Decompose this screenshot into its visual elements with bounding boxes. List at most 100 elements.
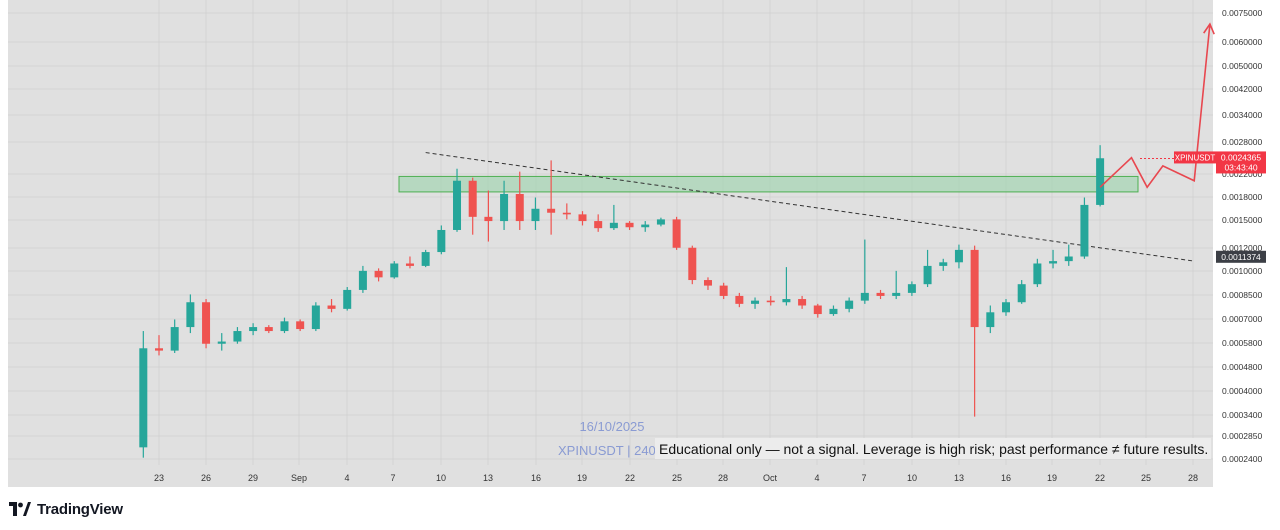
candle bbox=[954, 244, 963, 269]
x-tick-label: 10 bbox=[436, 473, 446, 483]
candle bbox=[390, 261, 399, 279]
x-tick-label: 7 bbox=[861, 473, 866, 483]
candle bbox=[845, 297, 854, 313]
candle-body bbox=[703, 280, 712, 286]
candle-body bbox=[390, 263, 399, 278]
candle bbox=[233, 327, 242, 344]
candle-body bbox=[939, 262, 948, 266]
candle-body bbox=[813, 305, 822, 315]
candle bbox=[907, 281, 916, 296]
tradingview-logo-icon bbox=[9, 502, 31, 516]
candle bbox=[986, 305, 995, 334]
candle bbox=[374, 268, 383, 282]
y-tick-label: 0.0034000 bbox=[1222, 110, 1262, 120]
x-tick-label: 28 bbox=[718, 473, 728, 483]
candle bbox=[939, 258, 948, 271]
candle-body bbox=[798, 299, 807, 306]
candle-body bbox=[437, 229, 446, 253]
x-tick-label: 26 bbox=[201, 473, 211, 483]
y-tick-label: 0.0075000 bbox=[1222, 8, 1262, 18]
candle-body bbox=[202, 302, 211, 344]
candle-body bbox=[923, 265, 932, 285]
candle bbox=[515, 171, 524, 230]
candle bbox=[688, 245, 697, 285]
plot-area[interactable] bbox=[8, 0, 1213, 487]
candle bbox=[531, 197, 540, 230]
candle bbox=[327, 299, 336, 313]
candle bbox=[280, 317, 289, 334]
candle-body bbox=[954, 249, 963, 263]
y-tick-label: 0.0010000 bbox=[1222, 266, 1262, 276]
candle-body bbox=[531, 208, 540, 222]
y-tick-label: 0.0015000 bbox=[1222, 215, 1262, 225]
candle bbox=[594, 214, 603, 232]
y-tick-label: 0.0003400 bbox=[1222, 410, 1262, 420]
candle bbox=[672, 216, 681, 250]
candle bbox=[798, 295, 807, 309]
candle bbox=[829, 305, 838, 316]
candle bbox=[500, 180, 509, 230]
y-tick-label: 0.0060000 bbox=[1222, 37, 1262, 47]
projection-arrowhead bbox=[1203, 22, 1215, 35]
symbol-tag[interactable] bbox=[1174, 151, 1216, 164]
resistance-zone[interactable] bbox=[398, 175, 1139, 193]
candle-body bbox=[562, 212, 571, 215]
candle-body bbox=[296, 321, 305, 330]
price-scale[interactable] bbox=[1213, 0, 1280, 487]
candle bbox=[860, 239, 869, 304]
candle bbox=[766, 295, 775, 306]
candle bbox=[1064, 244, 1073, 266]
candle-body bbox=[986, 312, 995, 328]
tradingview-branding[interactable]: TradingView bbox=[9, 499, 123, 519]
candle-body bbox=[625, 222, 634, 228]
candle bbox=[562, 203, 571, 220]
x-tick-label: Sep bbox=[291, 473, 307, 483]
y-axis: 0.0075000 0.0060000 0.0050000 0.0042000 0.00… bbox=[1222, 8, 1262, 464]
candle bbox=[155, 335, 163, 356]
candle bbox=[876, 289, 885, 300]
grid-lines bbox=[8, 0, 1213, 465]
candle bbox=[782, 267, 791, 306]
candle-body bbox=[280, 321, 289, 332]
x-tick-label: 25 bbox=[672, 473, 682, 483]
candle-body bbox=[421, 252, 430, 266]
candle bbox=[923, 249, 932, 288]
candle bbox=[547, 160, 556, 235]
descending-trendline[interactable] bbox=[425, 152, 1195, 262]
candle bbox=[453, 168, 462, 232]
candle-body bbox=[860, 292, 869, 301]
candle-body bbox=[358, 270, 367, 290]
candle-body bbox=[594, 221, 603, 229]
candle bbox=[358, 265, 367, 293]
candle bbox=[296, 319, 305, 332]
x-tick-label: 16 bbox=[1001, 473, 1011, 483]
x-tick-label: 13 bbox=[954, 473, 964, 483]
last-price-value: 0.0024365 bbox=[1221, 152, 1261, 162]
candle bbox=[1002, 299, 1010, 316]
candle-body bbox=[876, 292, 885, 296]
candlestick-chart[interactable]: 16/10/2025 XPINUSDT | 240 Educational on… bbox=[0, 0, 1280, 495]
candle bbox=[970, 245, 979, 417]
candle-body bbox=[139, 348, 148, 448]
candle bbox=[1080, 197, 1089, 259]
candle-body bbox=[547, 208, 556, 213]
candle-body bbox=[249, 327, 258, 332]
candle-body bbox=[327, 305, 336, 309]
candle-body bbox=[217, 341, 226, 344]
candle bbox=[405, 256, 414, 269]
x-tick-label: 4 bbox=[344, 473, 349, 483]
candle-body bbox=[1080, 204, 1089, 257]
time-scale[interactable] bbox=[8, 465, 1213, 487]
disclaimer-text: Educational only — not a signal. Leverag… bbox=[659, 441, 1208, 457]
candle-body bbox=[845, 300, 854, 309]
candle-body bbox=[155, 348, 163, 351]
candle-body bbox=[672, 219, 681, 248]
candle bbox=[468, 177, 477, 235]
x-tick-label: 29 bbox=[248, 473, 258, 483]
candle-body bbox=[453, 180, 462, 230]
last-price-tag[interactable] bbox=[1216, 151, 1266, 174]
candle bbox=[311, 302, 320, 332]
candle bbox=[751, 297, 760, 309]
crosshair-price-value: 0.0011374 bbox=[1221, 252, 1261, 262]
